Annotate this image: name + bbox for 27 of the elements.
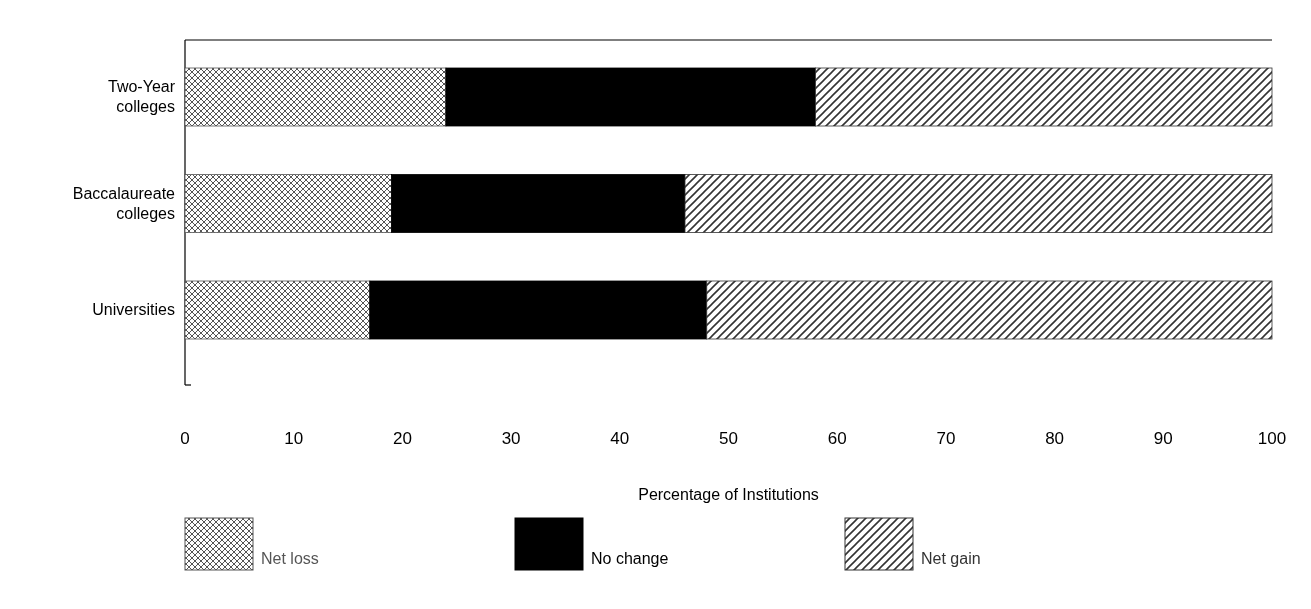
y-tick-label: Two-Year colleges (108, 78, 176, 115)
bar (369, 280, 708, 340)
x-tick-label: 0 (180, 429, 190, 448)
x-tick-label: 100 (1257, 429, 1287, 448)
bar (706, 280, 1273, 340)
x-tick-label: 90 (1153, 429, 1173, 448)
x-tick-label: 10 (284, 429, 304, 448)
x-tick-label: 30 (501, 429, 521, 448)
y-tick-label: Universities (92, 301, 175, 318)
bar (684, 174, 1273, 233)
text: Net loss (261, 550, 319, 567)
bar (184, 67, 447, 127)
x-tick-label: 20 (392, 429, 412, 448)
x-tick-label: 50 (719, 429, 738, 448)
text: Net gain (921, 550, 981, 567)
y-tick-label: Baccalaureate colleges (72, 184, 176, 222)
bar (815, 67, 1273, 127)
bar (391, 174, 686, 233)
x-tick-label: 40 (610, 429, 630, 448)
bar (184, 280, 371, 340)
text: No change (591, 550, 669, 567)
x-tick-label: 70 (936, 429, 956, 448)
bar (445, 67, 816, 127)
x-axis-title: Percentage of Institutions (638, 486, 819, 503)
x-tick-label: 80 (1045, 429, 1065, 448)
x-tick-label: 60 (827, 429, 847, 448)
bar (184, 174, 392, 233)
